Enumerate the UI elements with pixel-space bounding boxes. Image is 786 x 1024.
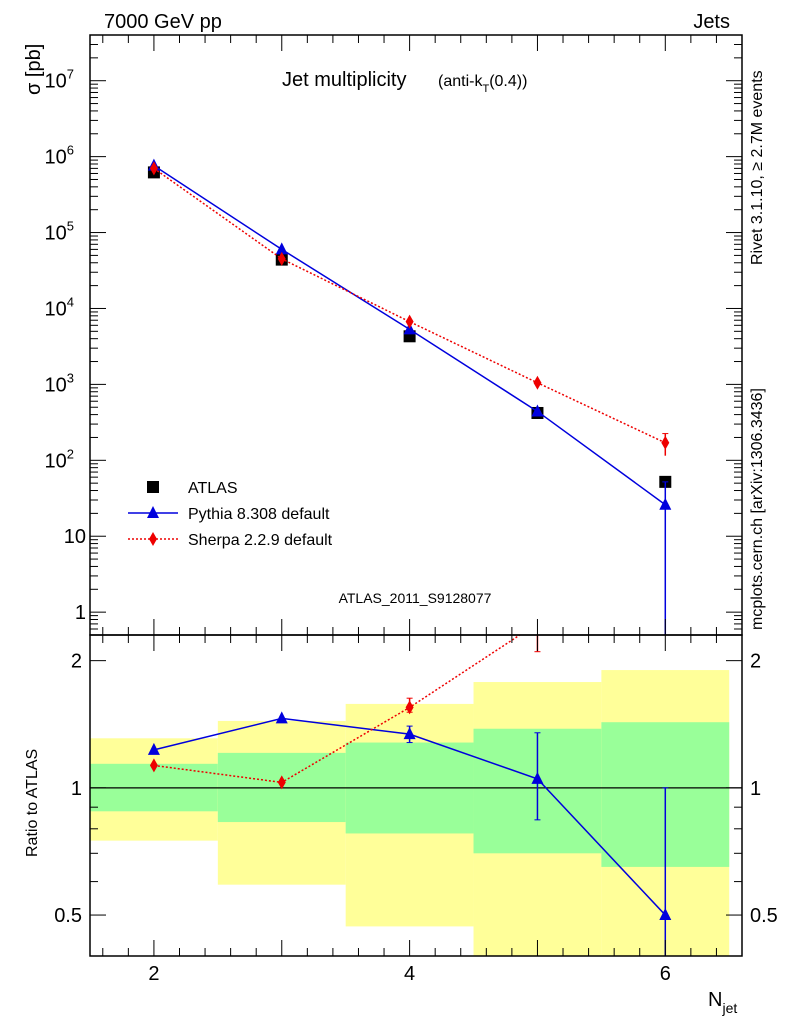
legend-marker-2 [149, 532, 157, 546]
ratio-series-group [147, 635, 672, 956]
ratio-point-1 [277, 775, 286, 790]
ratio-y-axis-label: Ratio to ATLAS [24, 749, 41, 857]
ratio-point-0 [147, 742, 160, 755]
rivet-version-label: Rivet 3.1.10, ≥ 2.7M events [749, 70, 766, 265]
data-point-1 [275, 242, 288, 255]
legend-marker-0 [147, 481, 159, 493]
y-tick-label: 103 [45, 370, 74, 396]
main-ticks: 1 10 102 103 104 105 106 107 [45, 34, 742, 636]
series-line-2 [153, 167, 666, 444]
data-point-2 [661, 435, 670, 450]
ratio-y-tick-label: 2 [71, 651, 82, 673]
ratio-panel: 0.5 0.5 1 1 2 2 2 4 6 Ratio to ATLAS Njet [24, 634, 778, 1016]
ratio-y-tick-label: 0.5 [54, 905, 82, 927]
main-data-layer [147, 158, 672, 635]
x-tick-label: 2 [148, 963, 159, 985]
y-tick-label: 102 [45, 446, 74, 472]
ratio-point-0 [659, 908, 672, 921]
y-tick-label: 106 [45, 143, 74, 169]
main-panel: 1 10 102 103 104 105 106 107 Jet multiplicity (… [23, 34, 743, 636]
ratio-y-tick-label-right: 2 [750, 651, 761, 673]
data-point-2 [405, 314, 414, 329]
main-title: Jet multiplicity [282, 69, 406, 91]
y-tick-label: 10 [64, 526, 86, 548]
legend-label-0: ATLAS [188, 480, 238, 497]
y-tick-label: 105 [45, 219, 74, 245]
ratio-y-tick-label: 1 [71, 778, 82, 800]
y-tick-label: 104 [45, 294, 74, 320]
x-tick-label: 6 [660, 963, 671, 985]
x-tick-label: 4 [404, 963, 415, 985]
ratio-ticks: 0.5 0.5 1 1 2 2 2 4 6 [54, 635, 778, 985]
y-tick-label: 107 [45, 67, 74, 93]
watermark-label: ATLAS_2011_S9128077 [339, 590, 492, 606]
ratio-frame [89, 634, 743, 957]
legend: ATLAS Pythia 8.308 default Sherpa 2.2.9 de… [128, 480, 333, 549]
ratio-point-0 [403, 727, 416, 740]
ratio-bands [90, 670, 742, 956]
main-title-suffix: (anti-kT(0.4)) [438, 73, 527, 95]
legend-label-2: Sherpa 2.2.9 default [188, 532, 333, 549]
legend-label-1: Pythia 8.308 default [188, 506, 330, 523]
mcplots-label: mcplots.cern.ch [arXiv:1306.3436] [749, 388, 766, 630]
y-axis-label: σ [pb] [23, 44, 45, 95]
ratio-y-tick-label-right: 0.5 [750, 905, 778, 927]
data-point-2 [277, 251, 286, 266]
data-point-1 [659, 497, 672, 510]
ratio-point-0 [275, 711, 288, 724]
x-axis-label: Njet [708, 989, 737, 1016]
ratio-point-1 [149, 758, 158, 773]
header-left-label: 7000 GeV pp [104, 11, 222, 33]
y-tick-label: 1 [75, 602, 86, 624]
data-point-1 [531, 404, 544, 417]
ratio-point-0 [531, 771, 544, 784]
data-point-2 [533, 375, 542, 390]
ratio-point-1 [405, 700, 414, 715]
header-right-label: Jets [693, 11, 730, 33]
legend-marker-1 [147, 506, 159, 518]
data-point-2 [149, 161, 158, 176]
ratio-y-tick-label-right: 1 [750, 778, 761, 800]
ratio-data-layer [147, 635, 672, 956]
